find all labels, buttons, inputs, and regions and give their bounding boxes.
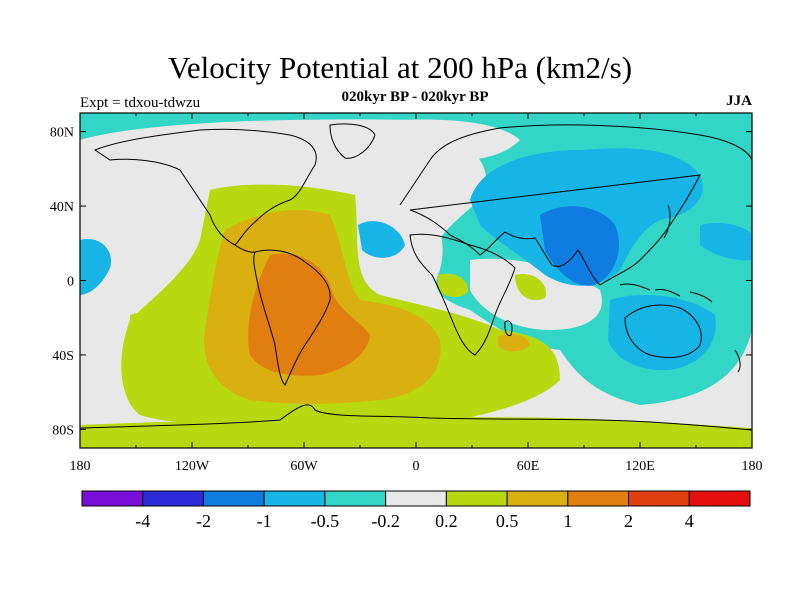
colorbar: -4 -2 -1 -0.5 -0.2 0.2 0.5 1 2 4 [81,490,751,531]
lon-tick-label: 60W [290,459,318,474]
lat-tick-label: 0 [67,275,74,290]
coastline-antarctica [80,404,752,431]
positive-region-antarctic [80,417,752,448]
colorbar-label: 2 [624,511,633,531]
lon-tick-label: 0 [413,459,420,474]
coastline-japan [663,204,671,239]
chart-title: Velocity Potential at 200 hPa (km2/s) [167,50,633,85]
coastline-eurasia [399,124,752,286]
colorbar-swatch [324,490,387,507]
colorbar-swatch [263,490,326,507]
lon-tick-label: 120W [175,459,210,474]
colorbar-swatch [506,490,569,507]
negative-region-skyblue-pacific [80,239,111,295]
lat-tick-label: 40S [52,349,74,364]
experiment-label: Expt = tdxou-tdwzu [80,95,201,111]
chart-subtitle: 020kyr BP - 020kyr BP [341,89,489,105]
negative-region-skyblue-eastpacific [700,223,752,261]
lon-tick-label: 180 [742,459,763,474]
map-axes: 180 120W 60W 0 60E 120E 180 80N 40N 0 40S 80S [50,113,763,474]
colorbar-label: 0.2 [435,511,458,531]
colorbar-swatch [202,490,265,507]
coastlines [80,123,752,431]
positive-region-africa [438,273,469,298]
lon-tick-label: 180 [70,459,91,474]
coastline-greenland [329,123,376,159]
lat-tick-label: 80S [52,423,74,438]
lat-tick-label: 40N [50,200,74,215]
colorbar-label: -1 [257,511,272,531]
colorbar-swatch [628,490,690,507]
coastline-central-america [234,244,256,253]
negative-region-skyblue-atlantic [358,221,405,258]
coastline-madagascar [504,320,513,337]
colorbar-label: 0.5 [496,511,519,531]
colorbar-label: -0.5 [311,511,340,531]
colorbar-swatch [142,490,204,507]
coastline-new-zealand [734,349,741,373]
colorbar-swatch [445,490,508,507]
coastline-australia [624,304,702,358]
positive-region-orange [248,253,370,376]
positive-region-arabia [515,274,546,301]
positive-region-southpacific [130,311,180,338]
lat-tick-label: 80N [50,126,74,141]
season-label: JJA [726,93,752,109]
lon-tick-label: 60E [517,459,540,474]
coastline-indonesia [619,283,713,303]
coastline-south-america [253,249,331,386]
colorbar-label: -0.2 [371,511,400,531]
colorbar-label: 4 [685,511,694,531]
colorbar-swatch [385,490,447,507]
positive-region-gold-small [498,333,530,352]
lon-tick-label: 120E [625,459,655,474]
coastline-africa [409,233,516,356]
colorbar-label: -2 [196,511,211,531]
coastline-north-america [93,128,317,246]
colorbar-label: 1 [563,511,572,531]
colorbar-label: -4 [135,511,150,531]
colorbar-swatch [567,490,630,507]
colorbar-swatch [81,490,144,507]
contour-field [80,113,752,448]
colorbar-swatch [688,490,751,507]
